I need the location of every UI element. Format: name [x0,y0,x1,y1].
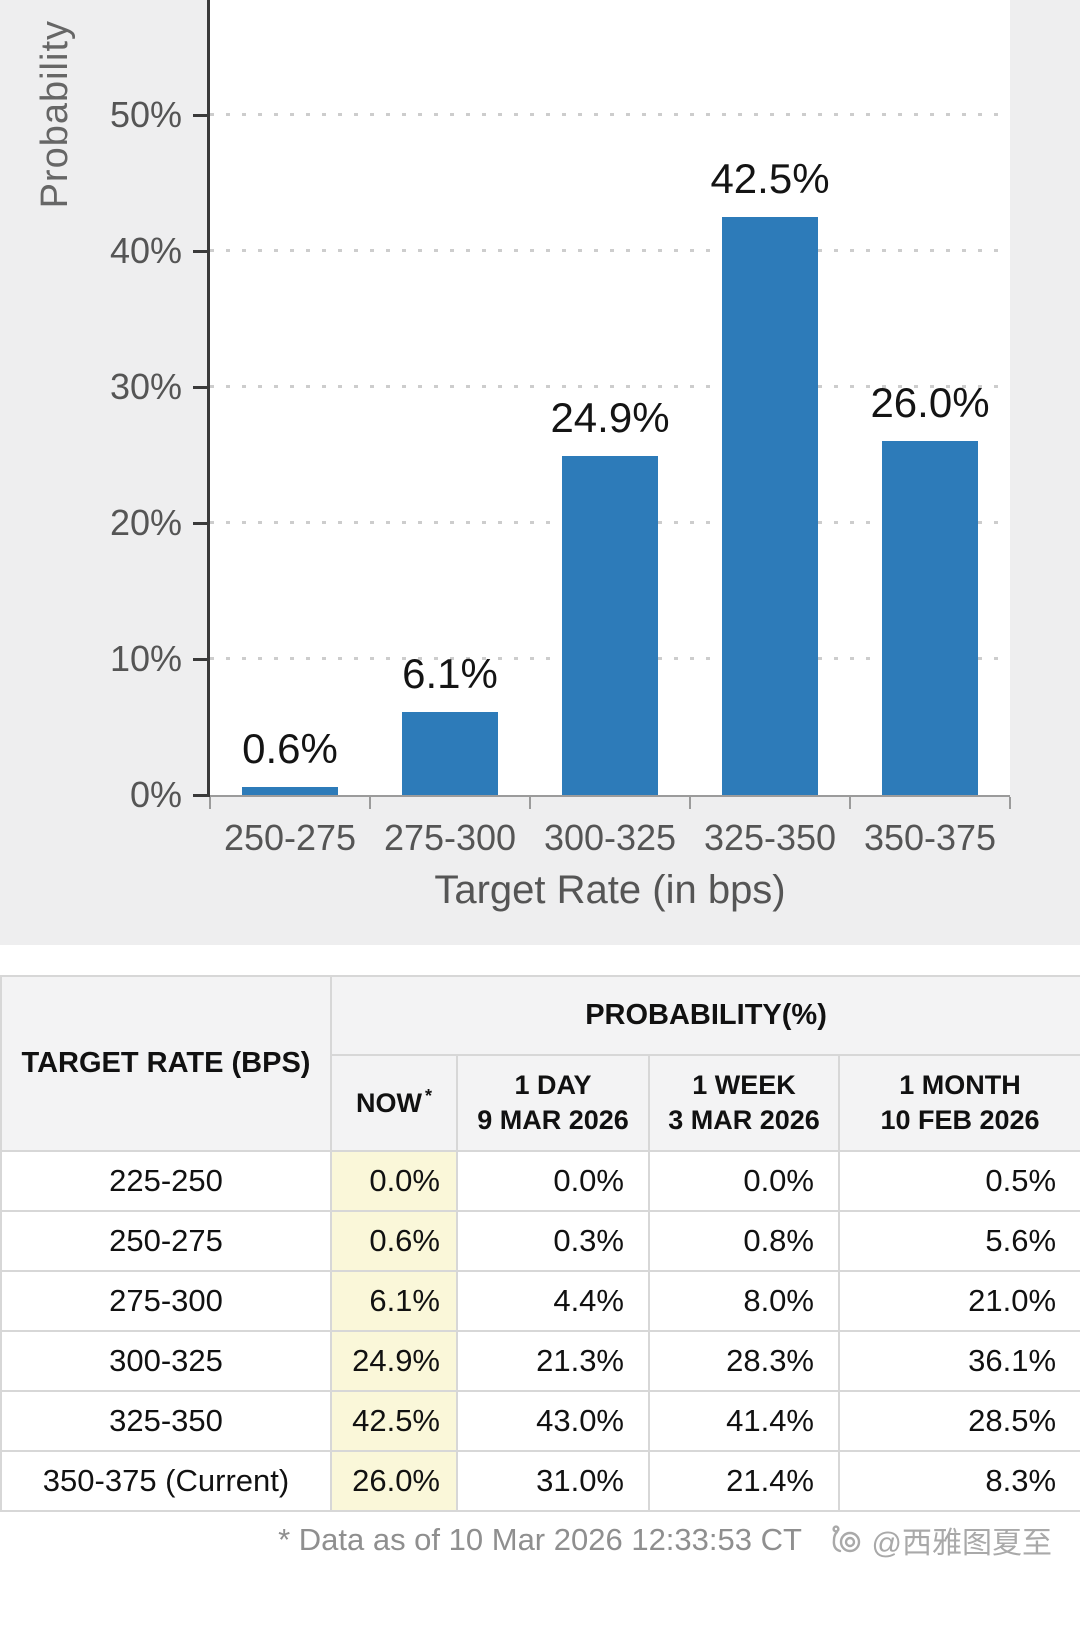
bar-value-label: 42.5% [710,155,830,202]
y-tick-mark [193,522,207,525]
x-tick-mark [849,797,851,809]
probability-table-section: TARGET RATE (BPS) PROBABILITY(%) NOW * 1 … [0,974,1080,1568]
1week-date: 3 MAR 2026 [668,1105,820,1136]
target-rate-cell: 250-275 [0,1210,332,1273]
prob-cell-now: 26.0% [330,1450,458,1513]
table-row: 325-350 42.5% 43.0% 41.4% 28.5% [0,1390,1080,1453]
1day-date: 9 MAR 2026 [477,1105,629,1136]
prob-cell-1month: 8.3% [837,1450,1080,1513]
prob-cell-1day: 43.0% [456,1390,650,1453]
table-row: 225-250 0.0% 0.0% 0.0% 0.5% [0,1150,1080,1213]
col-header-1week: 1 WEEK 3 MAR 2026 [648,1053,840,1153]
probability-bar-chart: 0.6% 6.1% 24.9% 42.5% 26.0% 0% 10% 20% 30% 40% 50… [0,0,1080,945]
probability-table: TARGET RATE (BPS) PROBABILITY(%) NOW * 1 … [0,974,1080,1513]
prob-cell-1day: 0.0% [456,1150,650,1213]
table-row: 350-375 (Current) 26.0% 31.0% 21.4% 8.3% [0,1450,1080,1513]
gridline [210,385,1010,388]
prob-cell-1week: 41.4% [648,1390,840,1453]
prob-cell-1day: 21.3% [456,1330,650,1393]
bar [722,217,818,795]
watermark-icon [831,1525,860,1553]
y-tick-label: 40% [109,230,182,271]
bar [882,441,978,795]
x-axis-title: Target Rate (in bps) [434,868,786,912]
x-category-label: 275-300 [383,817,517,858]
target-rate-cell: 300-325 [0,1330,332,1393]
y-tick-mark [193,794,207,797]
prob-cell-1month: 5.6% [837,1210,1080,1273]
table-footer: * Data as of 10 Mar 2026 12:33:53 CT @西雅… [0,1512,1080,1568]
prob-cell-now: 6.1% [330,1270,458,1333]
x-category-label: 300-325 [543,817,677,858]
y-tick-mark [193,386,207,389]
bar-value-label: 0.6% [242,724,338,772]
col-header-1day: 1 DAY 9 MAR 2026 [456,1053,650,1153]
prob-cell-1week: 21.4% [648,1450,840,1513]
y-tick-label: 10% [109,638,182,679]
y-tick-mark [193,658,207,661]
bar [402,712,498,795]
bar [562,456,658,795]
y-tick-label: 30% [109,366,182,407]
prob-cell-1month: 0.5% [837,1150,1080,1213]
x-category-label: 250-275 [223,817,357,858]
watermark: @西雅图夏至 [828,1518,1052,1562]
x-tick-mark [529,797,531,809]
y-axis-line [207,0,210,797]
1month-label: 1 MONTH [899,1070,1021,1100]
prob-cell-1week: 0.8% [648,1210,840,1273]
gridline [210,249,1010,252]
prob-cell-now: 42.5% [330,1390,458,1453]
prob-cell-1week: 0.0% [648,1150,840,1213]
x-tick-mark [369,797,371,809]
1month-date: 10 FEB 2026 [880,1105,1040,1136]
watermark-text: @西雅图夏至 [871,1527,1052,1561]
table-row: 275-300 6.1% 4.4% 8.0% 21.0% [0,1270,1080,1333]
1day-label: 1 DAY [514,1070,592,1100]
target-rate-cell: 350-375 (Current) [0,1450,332,1513]
plot-area: 0.6% 6.1% 24.9% 42.5% 26.0% [210,0,1010,795]
gridline [210,113,1010,116]
y-tick-mark [193,250,207,253]
prob-cell-now: 0.6% [330,1210,458,1273]
table-row: 250-275 0.6% 0.3% 0.8% 5.6% [0,1210,1080,1273]
prob-cell-1day: 4.4% [456,1270,650,1333]
x-tick-mark [1009,797,1011,809]
prob-cell-1month: 21.0% [837,1270,1080,1333]
prob-cell-1month: 36.1% [837,1330,1080,1393]
1week-label: 1 WEEK [692,1070,796,1100]
y-tick-label: 50% [109,94,182,135]
bar-value-label: 26.0% [870,379,990,427]
prob-cell-now: 24.9% [330,1330,458,1393]
y-tick-mark [193,114,207,117]
prob-cell-1day: 31.0% [456,1450,650,1513]
target-rate-cell: 225-250 [0,1150,332,1213]
bar-value-label: 6.1% [402,650,498,698]
prob-cell-now: 0.0% [330,1150,458,1213]
prob-cell-1week: 28.3% [648,1330,840,1393]
table-row: 300-325 24.9% 21.3% 28.3% 36.1% [0,1330,1080,1393]
bar [242,786,338,795]
target-rate-header: TARGET RATE (BPS) [0,974,332,1153]
x-axis-line [210,795,1010,797]
y-tick-label: 0% [129,774,182,815]
x-tick-mark [209,797,211,809]
now-asterisk: * [424,1086,432,1107]
prob-cell-1month: 28.5% [837,1390,1080,1453]
col-header-1month: 1 MONTH 10 FEB 2026 [837,1053,1080,1153]
x-category-label: 350-375 [863,817,997,858]
col-header-now: NOW * [330,1053,458,1153]
now-label: NOW [356,1088,422,1119]
data-asof-note: * Data as of 10 Mar 2026 12:33:53 CT [278,1522,802,1558]
prob-cell-1week: 8.0% [648,1270,840,1333]
target-rate-cell: 275-300 [0,1270,332,1333]
probability-group-header: PROBABILITY(%) [329,975,1080,1056]
y-tick-label: 20% [109,502,182,543]
bar-value-label: 24.9% [550,394,670,442]
target-rate-cell: 325-350 [0,1390,332,1453]
prob-cell-1day: 0.3% [456,1210,650,1273]
y-axis-title: Probability [34,20,76,209]
x-tick-mark [689,797,691,809]
x-category-label: 325-350 [703,817,837,858]
